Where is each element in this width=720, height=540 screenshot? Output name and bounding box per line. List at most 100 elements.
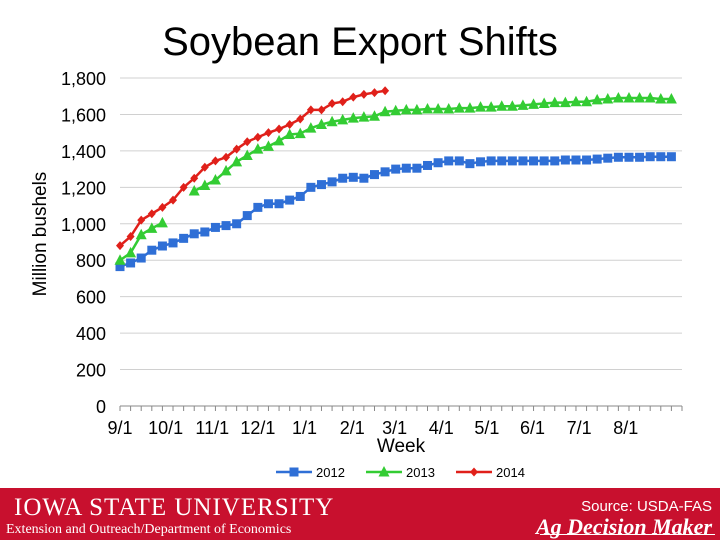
data-point: [306, 105, 315, 115]
data-point: [454, 156, 464, 166]
data-point: [114, 254, 126, 265]
data-point: [497, 156, 507, 166]
data-point: [571, 155, 581, 165]
data-point: [296, 114, 305, 124]
data-point: [285, 195, 295, 205]
data-point: [179, 233, 189, 243]
legend: 2012 2013 2014: [276, 465, 525, 480]
data-point: [328, 99, 337, 109]
data-point: [368, 110, 380, 121]
data-point: [443, 102, 455, 114]
data-point: [232, 219, 242, 229]
data-point: [423, 160, 433, 170]
data-point: [560, 155, 570, 165]
department-name: Extension and Outreach/Department of Eco…: [6, 522, 292, 537]
data-point: [444, 156, 454, 166]
data-point: [158, 202, 167, 212]
data-point: [137, 215, 146, 225]
data-point: [612, 92, 624, 103]
data-point: [656, 152, 666, 162]
data-point: [126, 258, 136, 268]
data-point: [391, 164, 401, 174]
data-point: [470, 467, 478, 477]
data-point: [550, 156, 560, 166]
data-point: [464, 102, 476, 113]
data-point: [243, 137, 252, 147]
data-point: [359, 173, 369, 183]
data-point: [209, 174, 221, 185]
source-note: Source: USDA-FAS: [581, 498, 712, 515]
data-point: [326, 115, 338, 127]
legend-label: 2014: [496, 465, 525, 480]
data-point: [539, 156, 549, 166]
data-point: [347, 112, 359, 123]
data-point: [645, 152, 655, 162]
gridlines: [120, 77, 682, 407]
data-point: [274, 199, 284, 209]
university-name: IOWA STATE UNIVERSITY: [14, 494, 335, 521]
series-line: [193, 96, 672, 193]
data-point: [189, 229, 199, 239]
data-point: [231, 155, 243, 167]
data-point: [284, 128, 296, 139]
data-point: [380, 167, 390, 177]
data-point: [465, 159, 475, 169]
data-point: [232, 144, 241, 154]
legend-item-2014: 2014: [456, 465, 525, 480]
chart: 0 200 400 600 800 1,000 1,200 1,400 1,600 1,800 9…: [30, 69, 683, 480]
data-point: [517, 99, 529, 110]
x-tick-label: 2/1: [340, 418, 365, 438]
series-2014: [116, 86, 390, 251]
series-2013: [114, 92, 677, 265]
legend-item-2013: 2013: [366, 465, 435, 480]
data-point: [582, 155, 592, 165]
x-tick-label: 12/1: [240, 418, 275, 438]
y-tick-label: 800: [76, 251, 106, 271]
brand-underline: [540, 534, 715, 535]
data-point: [348, 172, 358, 182]
data-point: [390, 104, 402, 116]
data-point: [529, 156, 539, 166]
data-point: [200, 162, 209, 172]
x-tick-label: 4/1: [429, 418, 454, 438]
data-point: [168, 238, 178, 248]
data-point: [358, 111, 370, 122]
data-point: [126, 232, 135, 242]
data-point: [253, 132, 262, 142]
y-tick-label: 0: [96, 397, 106, 417]
x-tick-labels: 9/1 10/1 11/1 12/1 1/1 2/1 3/1 4/1 5/1 6/1 7/1 8/1: [107, 418, 638, 438]
data-point: [220, 164, 232, 176]
data-point: [157, 241, 167, 251]
data-point: [289, 467, 299, 477]
data-point: [116, 241, 124, 251]
legend-label: 2012: [316, 465, 345, 480]
data-point: [507, 156, 517, 166]
data-point: [125, 246, 137, 258]
data-point: [211, 156, 220, 166]
data-point: [623, 92, 635, 103]
x-tick-label: 8/1: [613, 418, 638, 438]
data-point: [349, 92, 358, 102]
data-point: [506, 100, 518, 111]
x-tick-label: 1/1: [292, 418, 317, 438]
x-tick-label: 11/1: [195, 418, 229, 438]
y-tick-label: 1,600: [61, 105, 106, 125]
data-point: [401, 163, 411, 173]
data-point: [136, 253, 146, 263]
legend-item-2012: 2012: [276, 465, 345, 480]
data-point: [644, 92, 656, 103]
data-point: [275, 124, 284, 134]
data-point: [603, 153, 613, 163]
data-point: [253, 202, 263, 212]
y-tick-label: 1,800: [61, 69, 106, 89]
x-tick-label: 9/1: [107, 418, 132, 438]
data-point: [378, 466, 390, 477]
data-point: [317, 105, 326, 115]
data-point: [221, 221, 231, 231]
data-point: [381, 86, 390, 96]
data-point: [359, 89, 368, 99]
y-tick-label: 200: [76, 361, 106, 381]
data-point: [538, 97, 550, 109]
x-tick-label: 5/1: [474, 418, 499, 438]
data-point: [337, 113, 349, 125]
